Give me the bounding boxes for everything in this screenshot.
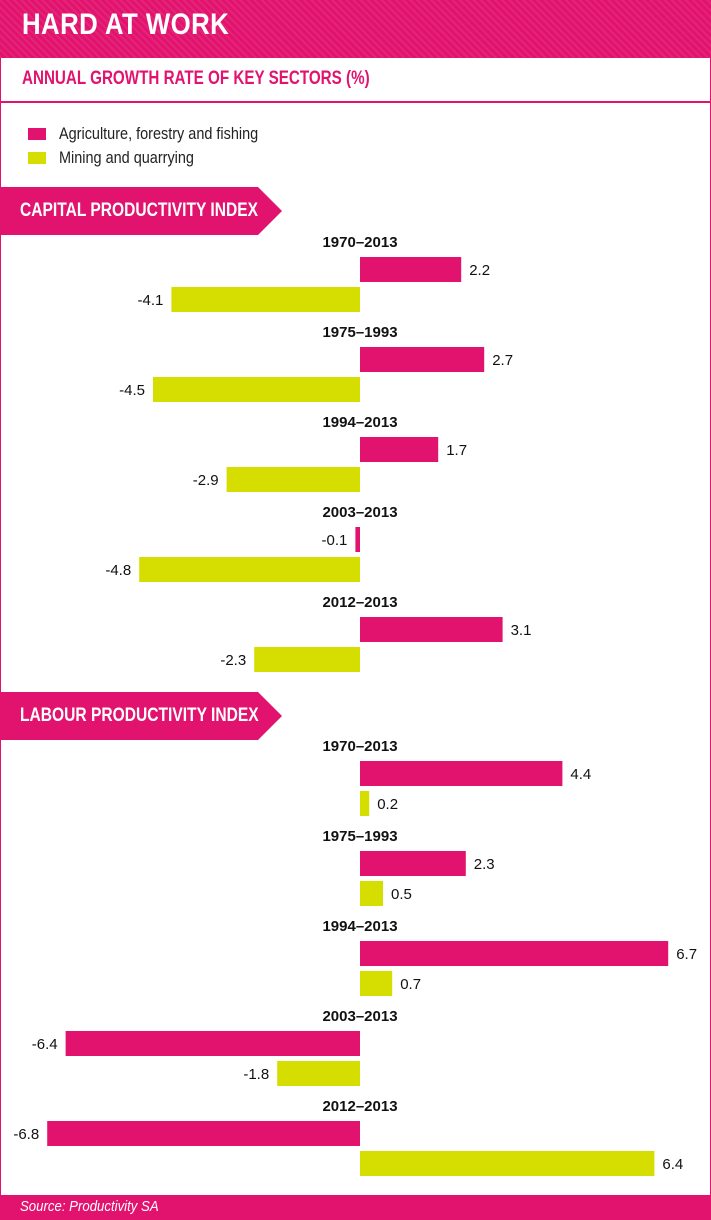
legend-label-mining: Mining and quarrying xyxy=(59,148,194,167)
agriculture-bar xyxy=(47,1121,360,1146)
agriculture-bar xyxy=(360,257,462,282)
mining-bar xyxy=(254,647,360,672)
value-label: -6.4 xyxy=(32,1036,58,1053)
value-label: 3.1 xyxy=(511,622,532,639)
agriculture-bar xyxy=(360,851,466,876)
value-label: -2.3 xyxy=(220,652,246,669)
value-label: -1.8 xyxy=(243,1066,269,1083)
mining-bar xyxy=(153,377,360,402)
agriculture-bar xyxy=(360,761,563,786)
period-label: 1975–1993 xyxy=(322,828,397,845)
mining-bar xyxy=(360,1151,655,1176)
period-label: 1994–2013 xyxy=(322,414,397,431)
legend-label-agriculture: Agriculture, forestry and fishing xyxy=(59,124,259,143)
agriculture-bar xyxy=(360,617,503,642)
header-band: HARD AT WORK xyxy=(0,0,711,58)
labour-productivity-chart: 1970–2013 4.4 0.2 1975–1993 2.3 0.5 1994–2013 6… xyxy=(13,738,697,1176)
mining-bar xyxy=(139,557,360,582)
capital-productivity-chart: 1970–2013 2.2 -4.1 1975–1993 2.7 -4.5 1994–201… xyxy=(105,234,532,672)
value-label: 0.2 xyxy=(377,796,398,813)
labour-section-title: LABOUR PRODUCTIVITY INDEX xyxy=(20,705,259,726)
page-title: HARD AT WORK xyxy=(22,8,230,41)
page-subtitle: ANNUAL GROWTH RATE OF KEY SECTORS (%) xyxy=(22,68,370,89)
mining-bar xyxy=(360,791,370,816)
agriculture-bar xyxy=(360,941,669,966)
subtitle-rule xyxy=(0,101,711,103)
source-note: Source: Productivity SA xyxy=(20,1198,159,1215)
value-label: 4.4 xyxy=(570,766,591,783)
period-label: 1994–2013 xyxy=(322,918,397,935)
mining-bar xyxy=(171,287,360,312)
legend-item-mining: Mining and quarrying xyxy=(28,148,218,167)
capital-section-banner: CAPITAL PRODUCTIVITY INDEX xyxy=(0,187,282,235)
value-label: 6.4 xyxy=(662,1156,683,1173)
value-label: -4.1 xyxy=(138,292,164,309)
value-label: 1.7 xyxy=(446,442,467,459)
period-label: 2012–2013 xyxy=(322,594,397,611)
value-label: 2.3 xyxy=(474,856,495,873)
footer-band: Source: Productivity SA xyxy=(0,1195,711,1220)
agriculture-bar xyxy=(360,347,485,372)
period-label: 1975–1993 xyxy=(322,324,397,341)
mining-bar xyxy=(277,1061,360,1086)
legend-swatch-agriculture xyxy=(28,128,46,140)
value-label: -2.9 xyxy=(193,472,219,489)
value-label: -4.8 xyxy=(105,562,131,579)
mining-bar xyxy=(226,467,360,492)
period-label: 1970–2013 xyxy=(322,738,397,755)
period-label: 1970–2013 xyxy=(322,234,397,251)
value-label: 0.7 xyxy=(400,976,421,993)
value-label: 6.7 xyxy=(676,946,697,963)
labour-section-banner: LABOUR PRODUCTIVITY INDEX xyxy=(0,692,282,740)
value-label: -4.5 xyxy=(119,382,145,399)
agriculture-bar xyxy=(65,1031,360,1056)
legend-swatch-mining xyxy=(28,152,46,164)
value-label: 2.2 xyxy=(469,262,490,279)
value-label: -6.8 xyxy=(13,1126,39,1143)
mining-bar xyxy=(360,971,393,996)
value-label: 0.5 xyxy=(391,886,412,903)
value-label: -0.1 xyxy=(322,532,348,549)
period-label: 2003–2013 xyxy=(322,1008,397,1025)
agriculture-bar xyxy=(355,527,360,552)
legend-item-agriculture: Agriculture, forestry and fishing xyxy=(28,124,293,143)
period-label: 2012–2013 xyxy=(322,1098,397,1115)
capital-section-title: CAPITAL PRODUCTIVITY INDEX xyxy=(20,200,259,221)
agriculture-bar xyxy=(360,437,439,462)
period-label: 2003–2013 xyxy=(322,504,397,521)
value-label: 2.7 xyxy=(492,352,513,369)
mining-bar xyxy=(360,881,383,906)
